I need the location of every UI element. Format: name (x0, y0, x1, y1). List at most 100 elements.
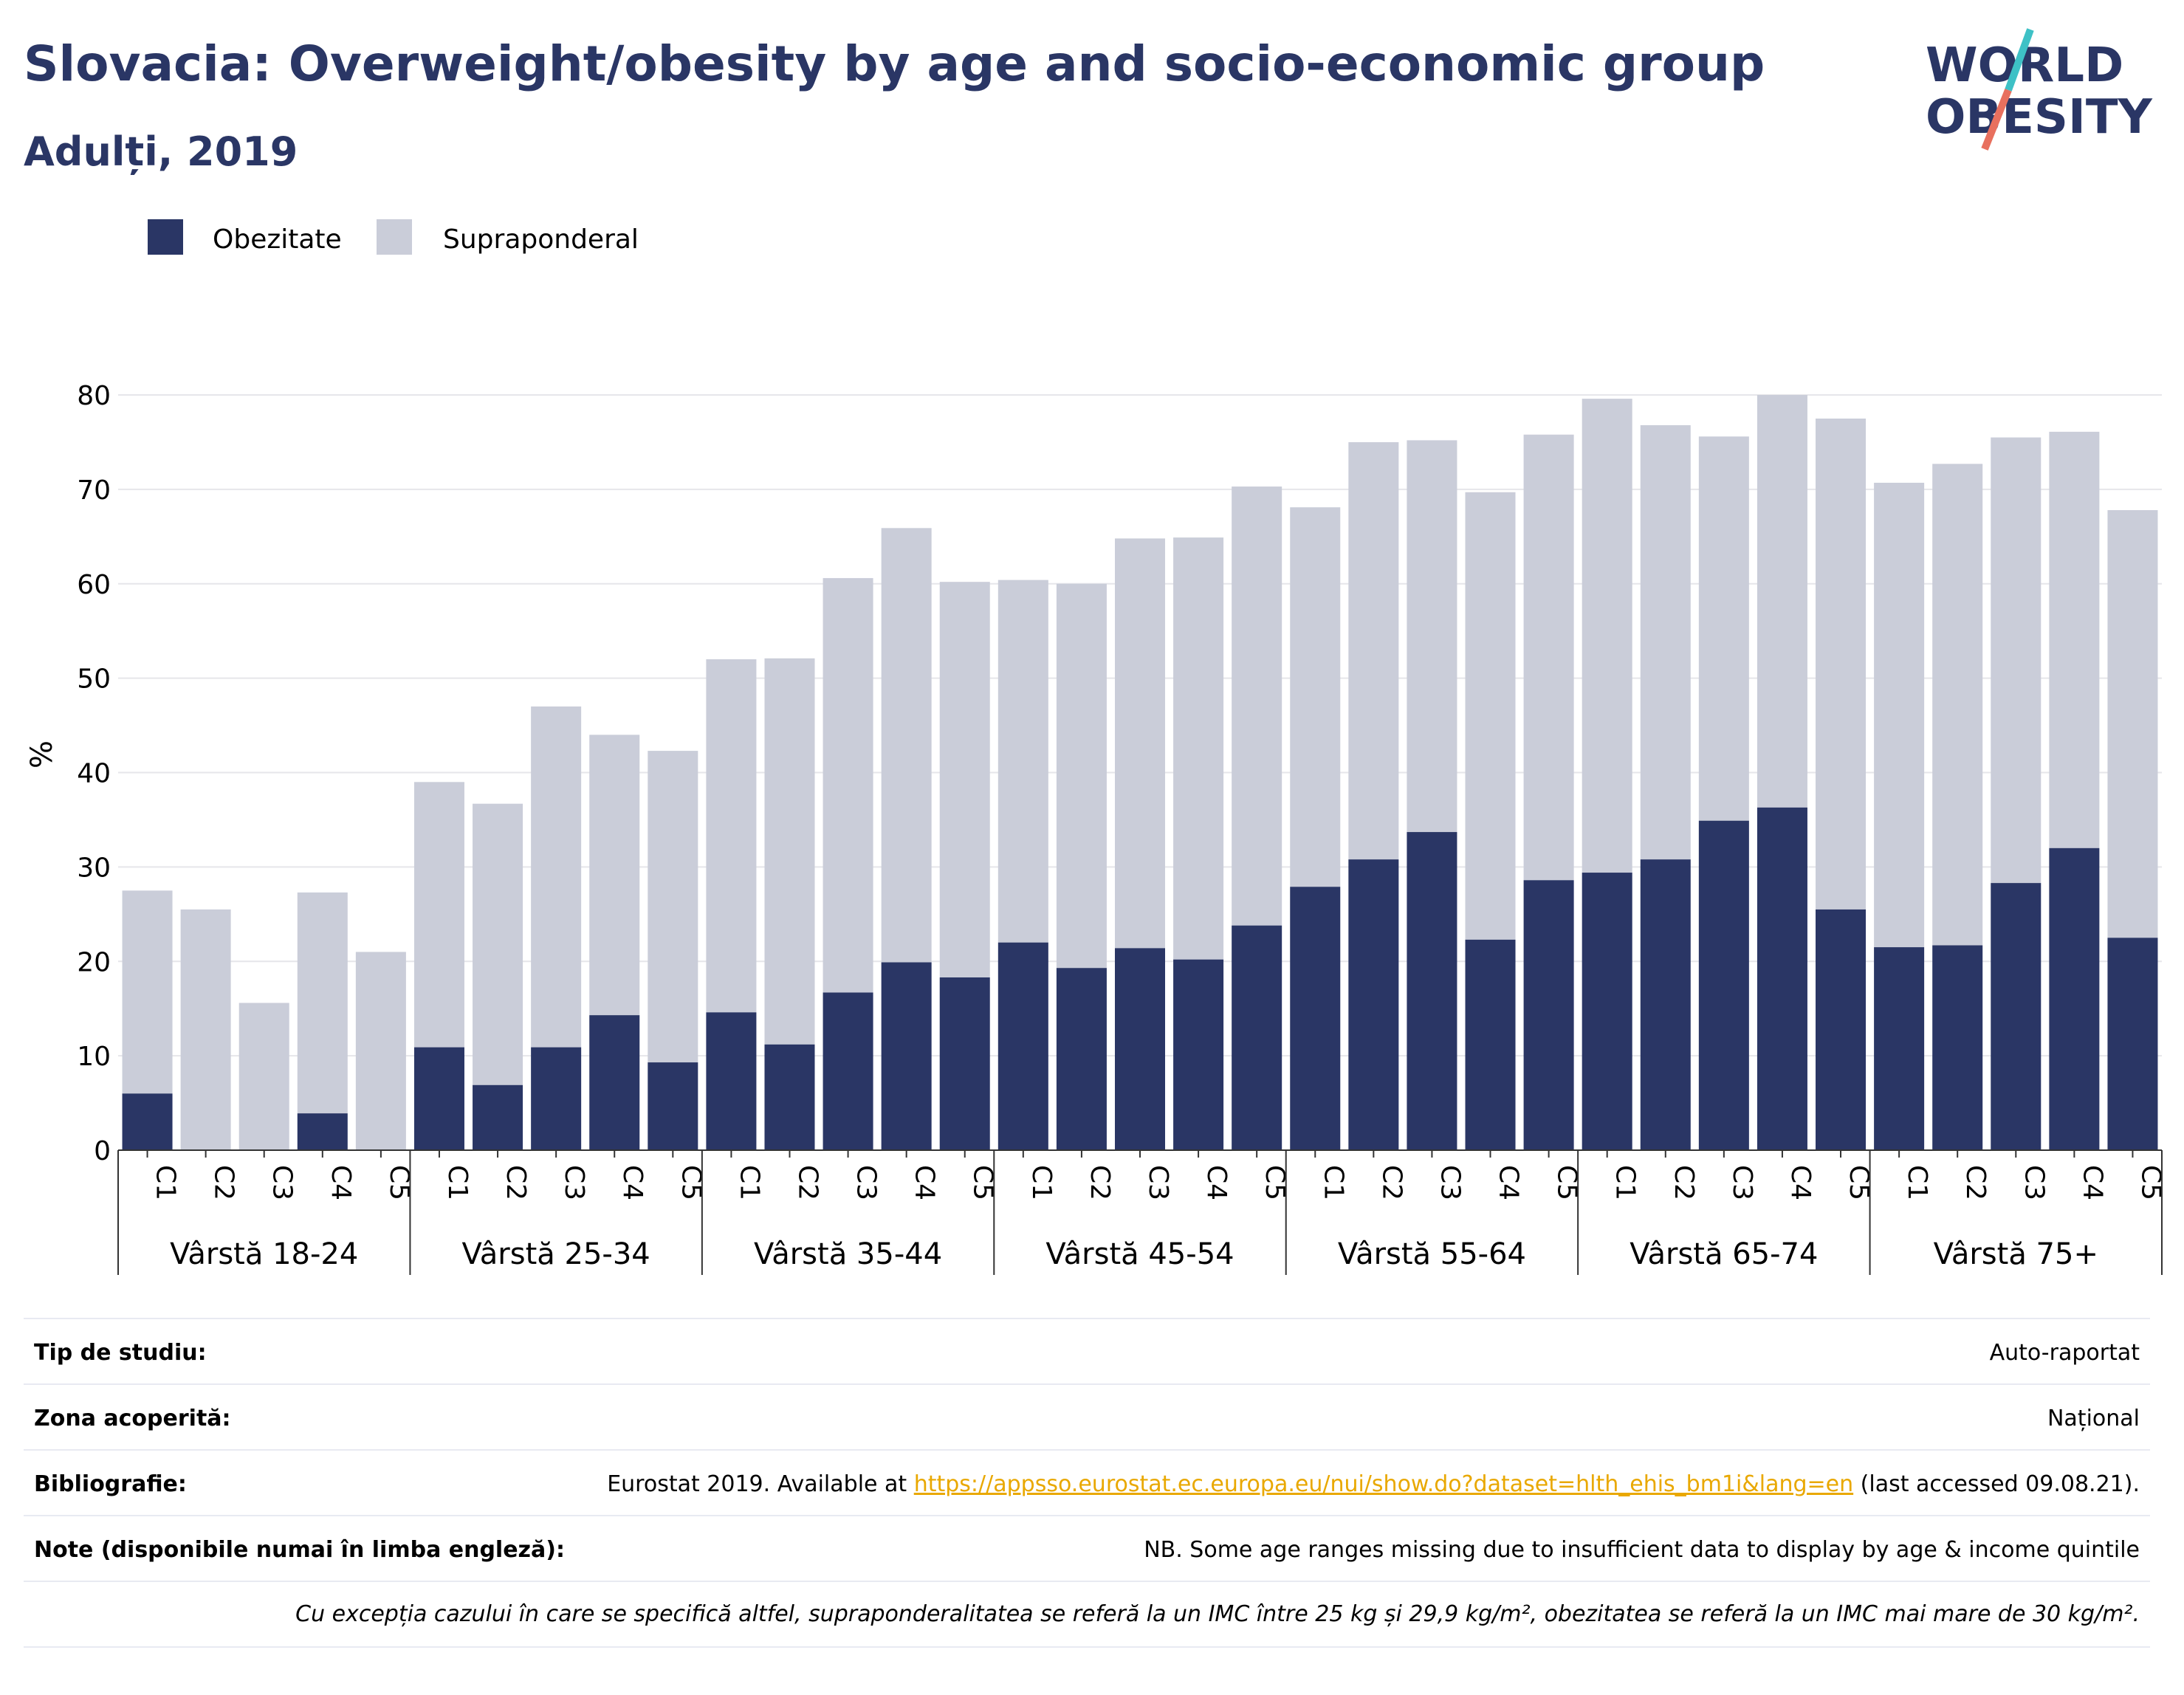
x-tick-label: C5 (1260, 1165, 1290, 1200)
bar-obezitate (1640, 859, 1691, 1150)
bar-supraponderal (1698, 436, 1749, 821)
bar-obezitate (473, 1084, 523, 1150)
bar-obezitate (1816, 909, 1867, 1150)
bar-supraponderal (1056, 583, 1107, 969)
bar-supraponderal (122, 890, 173, 1094)
group-label: Vârstă 25-34 (462, 1237, 650, 1271)
info-value-note: NB. Some age ranges missing due to insuf… (1144, 1537, 2140, 1563)
x-tick-label: C2 (209, 1165, 239, 1200)
bars (122, 395, 2158, 1150)
legend-swatch-obezitate (148, 219, 183, 255)
bar-obezitate (823, 992, 873, 1150)
group-label: Vârstă 45-54 (1045, 1237, 1234, 1271)
x-tick-label: C3 (851, 1165, 882, 1200)
x-tick-label: C1 (442, 1165, 473, 1200)
x-tick-label: C2 (501, 1165, 531, 1200)
bar-obezitate (764, 1044, 815, 1150)
y-tick-label: 80 (77, 381, 111, 411)
info-row-tip: Tip de studiu: Auto-raportat (24, 1318, 2150, 1383)
x-tick-label: C3 (2019, 1165, 2049, 1200)
y-tick-label: 30 (77, 853, 111, 883)
bar-supraponderal (238, 1003, 289, 1150)
bar-supraponderal (1114, 538, 1166, 949)
bar-obezitate (1232, 925, 1282, 1150)
group-label: Vârstă 75+ (1934, 1237, 2098, 1271)
bar-obezitate (2049, 848, 2100, 1150)
bar-supraponderal (939, 582, 990, 977)
x-tick-label: C5 (2135, 1165, 2166, 1200)
x-tick-label: C4 (1201, 1165, 1232, 1200)
bar-supraponderal (1348, 441, 1399, 860)
bar-obezitate (1465, 939, 1516, 1150)
bar-obezitate (1407, 832, 1457, 1150)
y-axis-ticks: 0 10 20 30 40 50 60 70 80 (77, 381, 111, 1166)
bar-chart: Obezitate Supraponderal 0 10 20 30 40 50 60 70 8… (25, 219, 2166, 1275)
bar-obezitate (1056, 968, 1107, 1150)
bar-obezitate (1173, 959, 1224, 1150)
info-value-biblio: Eurostat 2019. Available at https://apps… (607, 1471, 2140, 1497)
x-axis-groups: Vârstă 18-24 Vârstă 25-34 Vârstă 35-44 Vârs… (117, 1150, 2163, 1275)
x-tick-label: C2 (792, 1165, 823, 1200)
y-tick-label: 10 (77, 1042, 111, 1072)
bar-supraponderal (473, 803, 523, 1085)
bar-supraponderal (297, 892, 348, 1114)
y-tick-label: 20 (77, 947, 111, 977)
world-obesity-logo: WORLD OBESITY (1926, 28, 2152, 151)
bar-obezitate (706, 1012, 757, 1150)
y-tick-label: 0 (94, 1136, 111, 1166)
bar-supraponderal (180, 909, 231, 1150)
legend-label-supraponderal: Supraponderal (443, 224, 639, 255)
x-tick-label: C1 (1026, 1165, 1057, 1200)
biblio-suffix: (last accessed 09.08.21). (1853, 1471, 2140, 1497)
bar-supraponderal (355, 952, 406, 1150)
logo-slash-red (1981, 89, 2012, 151)
x-tick-label: C4 (910, 1165, 940, 1200)
x-tick-label: C4 (617, 1165, 648, 1200)
group-label: Vârstă 35-44 (754, 1237, 942, 1271)
bar-supraponderal (1407, 440, 1457, 833)
info-row-zona: Zona acoperită: Național (24, 1383, 2150, 1449)
bar-obezitate (413, 1047, 464, 1150)
x-tick-label: C3 (1727, 1165, 1757, 1200)
legend-label-obezitate: Obezitate (213, 224, 342, 255)
bar-obezitate (122, 1093, 173, 1150)
bar-obezitate (1698, 820, 1749, 1150)
bar-supraponderal (997, 580, 1048, 943)
info-value-tip: Auto-raportat (1989, 1340, 2140, 1366)
x-tick-label: C1 (1902, 1165, 1932, 1200)
bar-obezitate (1874, 947, 1925, 1150)
bar-supraponderal (648, 751, 698, 1063)
biblio-link[interactable]: https://appsso.eurostat.ec.europa.eu/nui… (913, 1471, 1854, 1497)
x-tick-label: C1 (1610, 1165, 1641, 1200)
bar-supraponderal (1582, 399, 1632, 873)
x-tick-label: C5 (968, 1165, 998, 1200)
info-label-note: Note (disponibile numai în limba engleză… (34, 1537, 565, 1563)
info-label-zona: Zona acoperită: (34, 1406, 231, 1431)
bar-supraponderal (706, 659, 757, 1013)
x-tick-label: C5 (1844, 1165, 1874, 1200)
bar-obezitate (297, 1113, 348, 1150)
x-tick-label: C4 (1494, 1165, 1524, 1200)
bar-obezitate (1114, 948, 1166, 1150)
x-tick-label: C3 (1435, 1165, 1465, 1200)
info-label-tip: Tip de studiu: (34, 1340, 207, 1366)
bar-supraponderal (1874, 482, 1925, 948)
bar-supraponderal (1290, 507, 1341, 887)
group-label: Vârstă 65-74 (1630, 1237, 1818, 1271)
bar-obezitate (2107, 938, 2158, 1150)
bar-obezitate (1582, 873, 1632, 1150)
x-tick-label: C1 (734, 1165, 764, 1200)
bar-obezitate (997, 942, 1048, 1150)
chart-legend: Obezitate Supraponderal (148, 219, 639, 255)
bar-supraponderal (1640, 424, 1691, 860)
y-tick-label: 50 (77, 664, 111, 695)
bar-obezitate (1523, 880, 1574, 1150)
info-value-zona: Național (2047, 1406, 2140, 1431)
info-row-biblio: Bibliografie: Eurostat 2019. Available a… (24, 1449, 2150, 1515)
bar-supraponderal (2107, 510, 2158, 938)
bar-supraponderal (1757, 395, 1807, 808)
info-table: Tip de studiu: Auto-raportat Zona acoper… (24, 1318, 2150, 1648)
bar-supraponderal (1173, 537, 1224, 960)
bar-obezitate (881, 962, 932, 1150)
bar-obezitate (939, 977, 990, 1150)
